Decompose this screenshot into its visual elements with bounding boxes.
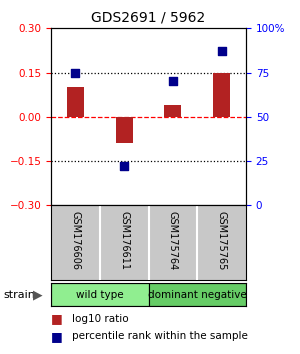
Text: ■: ■	[51, 312, 63, 325]
Point	[73, 70, 78, 75]
Bar	[67, 87, 84, 117]
Text: GSM176611: GSM176611	[119, 211, 129, 270]
Text: GSM175764: GSM175764	[168, 211, 178, 270]
Text: dominant negative: dominant negative	[148, 290, 247, 300]
Text: ▶: ▶	[33, 288, 43, 301]
Text: wild type: wild type	[76, 290, 124, 300]
Title: GDS2691 / 5962: GDS2691 / 5962	[92, 10, 206, 24]
Text: ■: ■	[51, 330, 63, 343]
Point	[219, 48, 224, 54]
Point	[170, 79, 175, 84]
Text: GSM176606: GSM176606	[70, 211, 80, 270]
Bar	[51, 283, 148, 306]
Text: percentile rank within the sample: percentile rank within the sample	[72, 331, 248, 341]
Text: strain: strain	[3, 290, 35, 300]
Bar	[213, 73, 230, 117]
Text: GSM175765: GSM175765	[217, 211, 226, 271]
Text: log10 ratio: log10 ratio	[72, 314, 129, 324]
Bar	[148, 283, 246, 306]
Bar	[164, 105, 182, 117]
Bar	[116, 117, 133, 143]
Point	[122, 164, 127, 169]
